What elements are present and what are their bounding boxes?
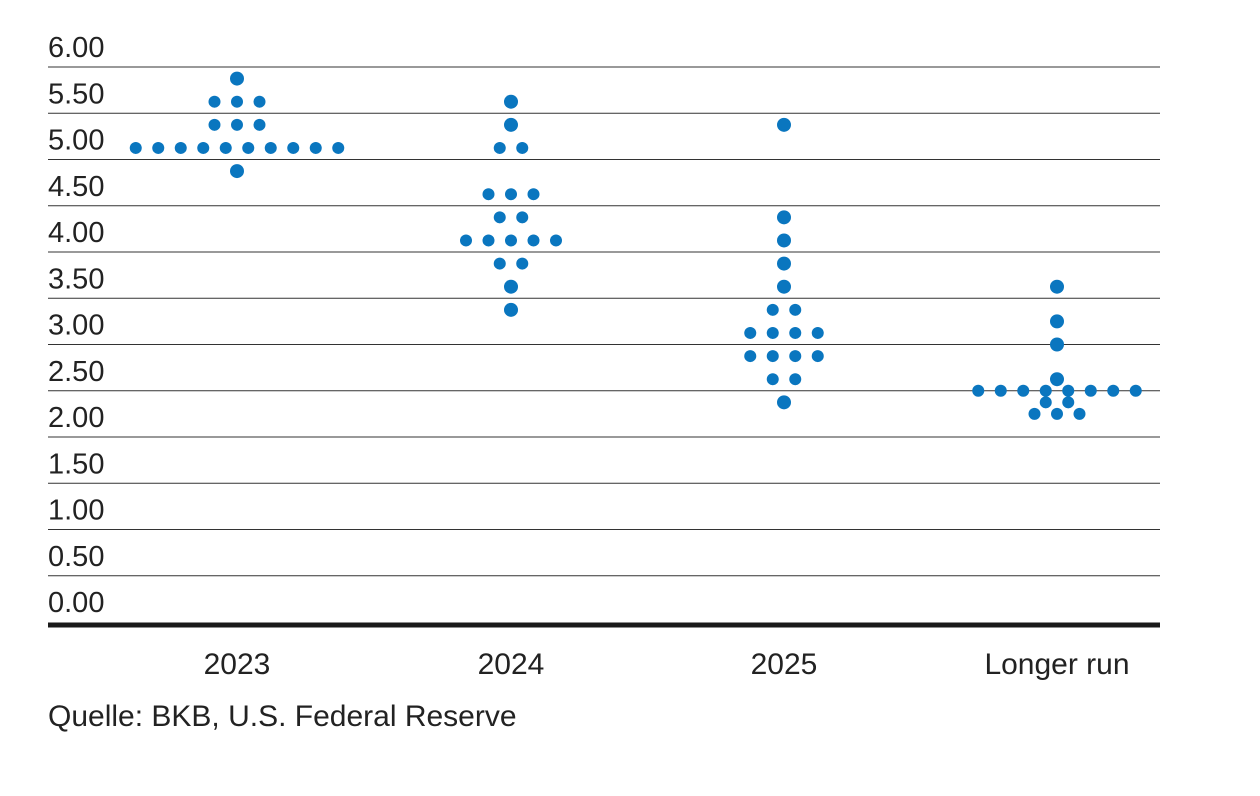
dot xyxy=(516,211,529,224)
dot xyxy=(766,326,779,339)
dot xyxy=(230,164,244,179)
dot xyxy=(174,141,187,154)
dot xyxy=(208,95,221,108)
dot xyxy=(493,211,506,224)
dot xyxy=(527,188,540,201)
y-tick-label: 2.50 xyxy=(48,356,104,388)
dot xyxy=(1062,384,1075,397)
dot xyxy=(1084,384,1097,397)
dot xyxy=(994,384,1007,397)
dot xyxy=(231,95,243,108)
dot xyxy=(777,233,791,248)
dot xyxy=(230,71,244,86)
dot xyxy=(789,350,802,363)
dot xyxy=(516,141,529,154)
dot xyxy=(811,326,824,339)
dot xyxy=(504,117,518,132)
x-tick-label: 2025 xyxy=(751,648,818,681)
dot xyxy=(789,303,802,316)
dot xyxy=(253,95,266,108)
dot xyxy=(152,141,165,154)
y-tick-label: 4.50 xyxy=(48,171,104,203)
dot xyxy=(744,350,757,363)
dot xyxy=(231,118,243,131)
dot xyxy=(504,302,518,317)
dot xyxy=(516,257,529,270)
dot xyxy=(309,141,322,154)
x-tick-label: 2023 xyxy=(204,648,271,681)
dot xyxy=(1028,407,1041,420)
dot xyxy=(1039,396,1052,409)
dot xyxy=(505,234,517,247)
dot xyxy=(219,141,232,154)
x-tick-label: Longer run xyxy=(984,648,1129,681)
dot xyxy=(1039,384,1052,397)
dot xyxy=(505,188,517,201)
y-tick-label: 1.50 xyxy=(48,448,104,480)
dot xyxy=(744,326,757,339)
dot xyxy=(777,210,791,225)
y-tick-label: 6.00 xyxy=(48,32,104,64)
dot xyxy=(972,384,985,397)
dot xyxy=(332,141,345,154)
y-tick-label: 0.00 xyxy=(48,587,104,619)
dot xyxy=(1017,384,1030,397)
dot xyxy=(197,141,210,154)
dot xyxy=(482,188,495,201)
dot xyxy=(1050,372,1064,387)
dot xyxy=(527,234,540,247)
dot xyxy=(253,118,266,131)
dot xyxy=(504,94,518,109)
dot xyxy=(1050,337,1064,352)
dot xyxy=(460,234,472,247)
dot xyxy=(504,279,518,294)
dot xyxy=(1107,384,1120,397)
x-axis-ticks: 2023 2024 2025 Longer run xyxy=(204,648,1130,681)
source-note: Quelle: BKB, U.S. Federal Reserve xyxy=(48,700,517,733)
dot xyxy=(264,141,277,154)
y-tick-label: 5.50 xyxy=(48,78,104,110)
dot xyxy=(1051,407,1063,420)
gridlines xyxy=(48,66,1160,577)
dot xyxy=(777,256,791,271)
dot xyxy=(766,303,779,316)
dot xyxy=(1073,407,1086,420)
dot xyxy=(1050,314,1064,329)
dot xyxy=(766,350,779,363)
dot xyxy=(242,141,255,154)
dot xyxy=(550,234,562,247)
dot xyxy=(482,234,495,247)
dot xyxy=(129,141,142,154)
dot xyxy=(777,117,791,132)
dot xyxy=(493,141,506,154)
dot xyxy=(811,350,824,363)
dots xyxy=(129,71,1142,420)
dot xyxy=(287,141,300,154)
dot xyxy=(1129,384,1142,397)
y-tick-label: 0.50 xyxy=(48,541,104,573)
dot xyxy=(789,373,802,386)
dot xyxy=(777,395,791,410)
dot xyxy=(1050,279,1064,294)
y-tick-label: 1.00 xyxy=(48,495,104,527)
x-tick-label: 2024 xyxy=(478,648,545,681)
y-tick-label: 5.00 xyxy=(48,125,104,157)
dot xyxy=(777,279,791,294)
y-axis-ticks: 0.00 0.50 1.00 1.50 2.00 2.50 3.00 3.50 4.00 4.50… xyxy=(48,32,104,619)
dot xyxy=(208,118,221,131)
y-tick-label: 3.00 xyxy=(48,310,104,342)
y-tick-label: 3.50 xyxy=(48,263,104,295)
dot xyxy=(766,373,779,386)
dot xyxy=(493,257,506,270)
y-tick-label: 4.00 xyxy=(48,217,104,249)
y-tick-label: 2.00 xyxy=(48,402,104,434)
dot xyxy=(789,326,802,339)
dot xyxy=(1062,396,1075,409)
